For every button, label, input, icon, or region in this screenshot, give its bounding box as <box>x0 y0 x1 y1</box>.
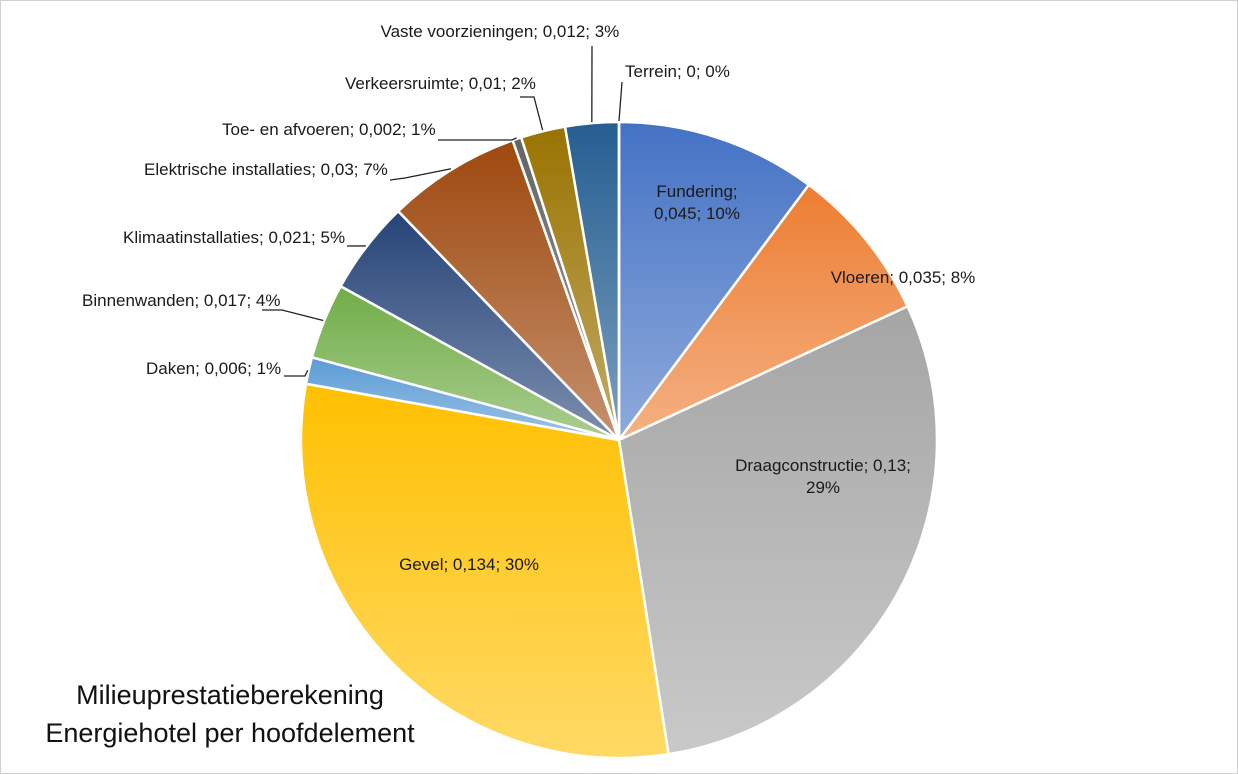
leader-line <box>262 309 324 322</box>
data-label: Klimaatinstallaties; 0,021; 5% <box>123 228 346 247</box>
data-label: Fundering; 0,045; 10% <box>653 182 740 223</box>
data-label: Toe- en afvoeren; 0,002; 1% <box>222 120 436 139</box>
leader-line <box>438 137 517 141</box>
data-label: Terrein; 0; 0% <box>625 62 730 81</box>
leader-line <box>520 96 544 131</box>
pie-slice <box>617 183 910 442</box>
pie-slice <box>617 120 811 444</box>
data-label: Draagconstructie; 0,13; 29% <box>735 456 911 497</box>
chart-title: Milieuprestatieberekening Energiehotel p… <box>45 680 415 748</box>
pie-slice <box>299 382 670 760</box>
data-label: Vaste voorzieningen; 0,012; 3% <box>380 22 620 41</box>
pie-slice <box>396 138 621 441</box>
leader-line <box>618 81 623 122</box>
data-label: Vloeren; 0,035; 8% <box>830 268 976 287</box>
leader-line <box>389 168 452 181</box>
data-label: Verkeersruimte; 0,01; 2% <box>345 74 536 93</box>
leader-line <box>284 370 309 377</box>
data-label: Elektrische installaties; 0,03; 7% <box>144 160 388 179</box>
data-label: Daken; 0,006; 1% <box>146 359 282 378</box>
data-label: Binnenwanden; 0,017; 4% <box>82 291 281 310</box>
pie-slice <box>617 304 939 756</box>
data-label: Gevel; 0,134; 30% <box>399 555 539 574</box>
